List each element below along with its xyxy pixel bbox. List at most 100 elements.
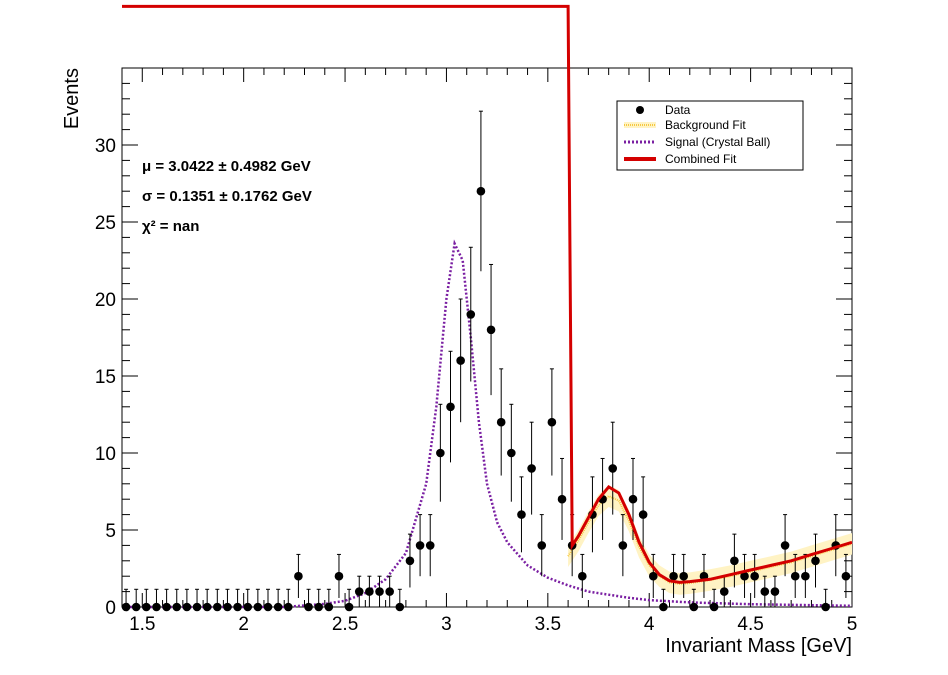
data-point	[750, 553, 759, 598]
data-point	[466, 246, 476, 382]
data-point	[821, 588, 830, 612]
data-marker	[253, 602, 263, 612]
data-marker	[395, 602, 405, 612]
data-point	[496, 368, 506, 476]
data-point	[344, 588, 354, 612]
data-marker	[283, 602, 293, 612]
data-point	[638, 476, 648, 553]
data-marker	[648, 571, 658, 581]
data-point	[618, 514, 628, 577]
data-point	[740, 553, 749, 598]
data-marker	[557, 494, 567, 504]
data-point	[689, 588, 699, 612]
data-marker	[365, 587, 374, 596]
data-point	[648, 553, 658, 598]
x-tick-label: 2.5	[332, 614, 358, 635]
data-point	[304, 588, 313, 612]
data-point	[557, 457, 567, 540]
data-marker	[385, 587, 394, 596]
data-point	[182, 588, 192, 612]
data-point	[213, 588, 222, 612]
data-marker	[425, 541, 435, 550]
data-marker	[790, 571, 800, 581]
data-point	[517, 476, 526, 553]
x-tick-label: 3	[441, 614, 452, 635]
data-point	[121, 588, 131, 612]
data-point	[283, 588, 293, 612]
data-marker	[618, 541, 628, 550]
data-marker	[750, 571, 759, 581]
data-marker	[334, 571, 344, 581]
data-marker	[182, 602, 192, 612]
data-point	[730, 533, 739, 588]
y-tick-label: 30	[95, 136, 116, 157]
x-tick-label: 2	[238, 614, 249, 635]
data-point	[811, 533, 820, 588]
data-marker	[213, 602, 222, 612]
background-fit-curve	[567, 494, 853, 585]
data-point	[476, 110, 486, 272]
data-point	[152, 588, 161, 612]
data-marker	[496, 417, 506, 427]
data-marker	[760, 587, 770, 596]
x-tick-label: 4.5	[737, 614, 763, 635]
y-tick-label: 15	[95, 367, 116, 388]
data-marker	[446, 402, 455, 412]
data-marker	[223, 602, 232, 612]
data-marker	[770, 587, 780, 596]
data-marker	[780, 541, 790, 550]
data-marker	[456, 356, 465, 365]
data-point	[841, 553, 851, 598]
data-marker	[517, 510, 526, 519]
data-marker	[202, 602, 212, 612]
data-point	[780, 514, 790, 577]
data-point	[527, 421, 536, 515]
data-marker	[801, 571, 810, 581]
data-point	[578, 553, 587, 598]
data-marker	[608, 464, 618, 473]
data-point	[446, 350, 455, 463]
combined-line	[122, 4, 853, 584]
data-marker	[324, 602, 334, 612]
data-point	[436, 403, 445, 502]
data-point	[801, 553, 810, 598]
axis-ticks: 1.5 2 2.5 3 3.5 4 4.5 5 0 5 10 15 20 25 30	[95, 68, 857, 635]
data-marker	[233, 602, 242, 612]
data-point	[659, 588, 668, 612]
data-point	[669, 553, 678, 598]
data-marker	[730, 556, 739, 566]
data-point	[233, 588, 242, 612]
data-marker	[689, 602, 699, 612]
data-point	[608, 421, 618, 515]
data-point	[172, 588, 182, 612]
data-marker	[405, 556, 415, 566]
data-marker	[709, 602, 719, 612]
data-point	[507, 403, 516, 502]
y-tick-label: 25	[95, 213, 116, 234]
legend: Data Background Fit Signal (Crystal Ball…	[616, 100, 804, 171]
data-marker	[304, 602, 313, 612]
data-marker	[344, 602, 354, 612]
data-marker	[547, 417, 557, 427]
data-marker	[142, 602, 151, 612]
legend-label-background: Background Fit	[665, 118, 746, 132]
background-fit-band	[568, 485, 852, 595]
data-marker	[466, 310, 476, 319]
annotation-mu: μ = 3.0422 ± 0.4982 GeV	[142, 158, 311, 175]
data-marker	[152, 602, 161, 612]
data-point	[223, 588, 232, 612]
background-uncertainty-band	[568, 485, 852, 595]
data-point	[425, 514, 435, 577]
data-marker	[841, 571, 851, 581]
data-point	[294, 553, 303, 598]
data-marker	[263, 602, 273, 612]
legend-data-marker	[636, 106, 644, 114]
data-point	[365, 575, 374, 607]
data-marker	[628, 494, 638, 504]
x-axis-title: Invariant Mass [GeV]	[665, 635, 852, 657]
data-marker	[507, 448, 516, 458]
data-marker	[192, 602, 202, 612]
data-marker	[476, 186, 486, 196]
data-marker	[679, 571, 688, 581]
